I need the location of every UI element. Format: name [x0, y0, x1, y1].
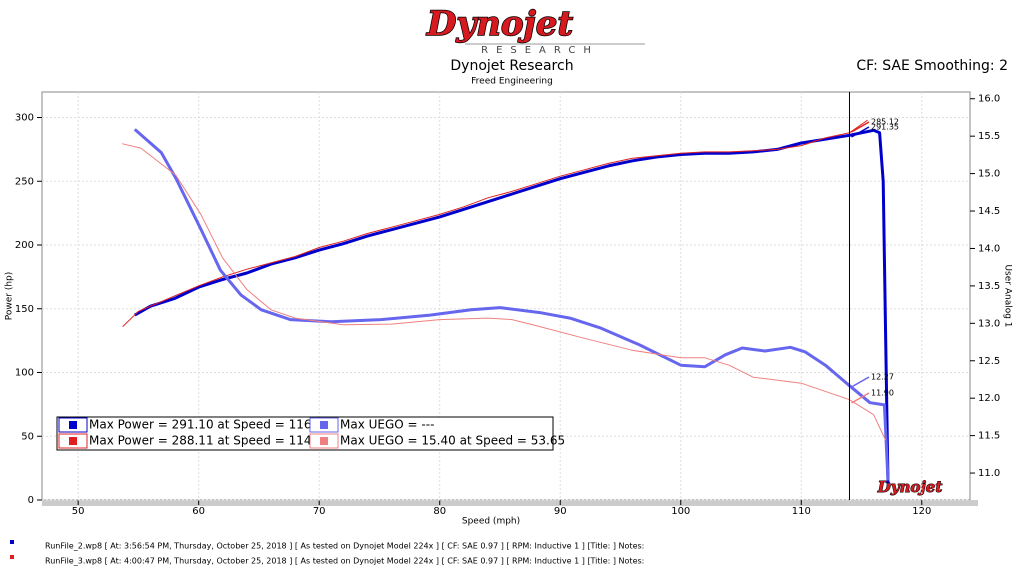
logo: Dynojet	[426, 4, 574, 44]
settings: CF: SAE Smoothing: 2	[856, 58, 1008, 74]
y-axis-title: Power (hp)	[5, 272, 15, 321]
legend-marker	[320, 421, 328, 429]
y2-tick-label: 16.0	[978, 94, 1000, 105]
series-line	[121, 143, 887, 441]
legend-marker	[69, 421, 77, 429]
annotation: 285.12	[871, 118, 899, 127]
x-axis-title: Speed (mph)	[462, 517, 520, 527]
x-tick-label: 100	[671, 506, 690, 517]
plot-logo: Dynojet	[877, 478, 943, 496]
y-tick-label: 200	[15, 240, 34, 251]
axis-band	[42, 500, 978, 506]
legend-label: Max Power = 288.11 at Speed = 114.16	[89, 434, 331, 448]
x-tick-label: 70	[313, 506, 326, 517]
y2-tick-label: 12.0	[978, 393, 1000, 404]
y-tick-label: 300	[15, 113, 34, 124]
legend-marker	[69, 437, 77, 445]
footer-text: RunFile_2.wp8 [ At: 3:56:54 PM, Thursday…	[45, 542, 644, 551]
footer-marker	[10, 540, 14, 544]
annotation-arrow	[851, 121, 870, 133]
annotation-arrow	[851, 392, 870, 404]
x-tick-label: 60	[192, 506, 205, 517]
y2-tick-label: 12.5	[978, 356, 1000, 367]
annotation: 291.35	[871, 123, 899, 132]
legend-box	[56, 416, 554, 451]
y-tick-label: 100	[15, 368, 34, 379]
y2-axis-title: User Analog 1	[1003, 264, 1013, 327]
y-tick-label: 0	[28, 495, 34, 506]
x-tick-label: 80	[433, 506, 446, 517]
legend-marker	[320, 437, 328, 445]
y2-tick-label: 11.5	[978, 431, 1000, 442]
y-tick-label: 50	[21, 431, 34, 442]
x-tick-label: 90	[554, 506, 567, 517]
series-line	[134, 128, 890, 484]
series-line	[133, 128, 890, 481]
annotation-arrow	[851, 376, 870, 388]
subtitle: Freed Engineering	[471, 77, 553, 87]
footer-text: RunFile_3.wp8 [ At: 4:00:47 PM, Thursday…	[45, 557, 644, 566]
y-tick-label: 150	[15, 304, 34, 315]
y2-tick-label: 13.5	[978, 281, 1000, 292]
y2-tick-label: 14.0	[978, 243, 1000, 254]
y2-tick-label: 13.0	[978, 318, 1000, 329]
y2-tick-label: 14.5	[978, 206, 1000, 217]
y2-tick-label: 15.5	[978, 131, 1000, 142]
x-tick-label: 120	[912, 506, 931, 517]
legend-label: Max Power = 291.10 at Speed = 116.21	[89, 418, 331, 432]
annotation-arrow	[851, 126, 870, 138]
x-tick-label: 110	[792, 506, 811, 517]
title: Dynojet Research	[450, 58, 573, 74]
y-tick-label: 250	[15, 176, 34, 187]
x-tick-label: 50	[72, 506, 85, 517]
annotation: 11.90	[871, 389, 894, 398]
logo-sub: RESEARCH	[481, 45, 599, 56]
annotation: 12.27	[871, 373, 894, 382]
legend-label: Max UEGO = ---	[340, 418, 434, 432]
y2-tick-label: 11.0	[978, 468, 1000, 479]
y2-tick-label: 15.0	[978, 169, 1000, 180]
footer-marker	[10, 555, 14, 559]
legend-label: Max UEGO = 15.40 at Speed = 53.65	[340, 434, 565, 448]
series-line	[122, 119, 868, 327]
